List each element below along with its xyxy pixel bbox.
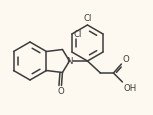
Text: N: N: [66, 57, 73, 66]
Text: Cl: Cl: [83, 14, 92, 23]
Text: OH: OH: [123, 83, 137, 92]
Text: O: O: [57, 86, 64, 95]
Text: O: O: [122, 55, 129, 63]
Text: Cl: Cl: [74, 30, 82, 39]
